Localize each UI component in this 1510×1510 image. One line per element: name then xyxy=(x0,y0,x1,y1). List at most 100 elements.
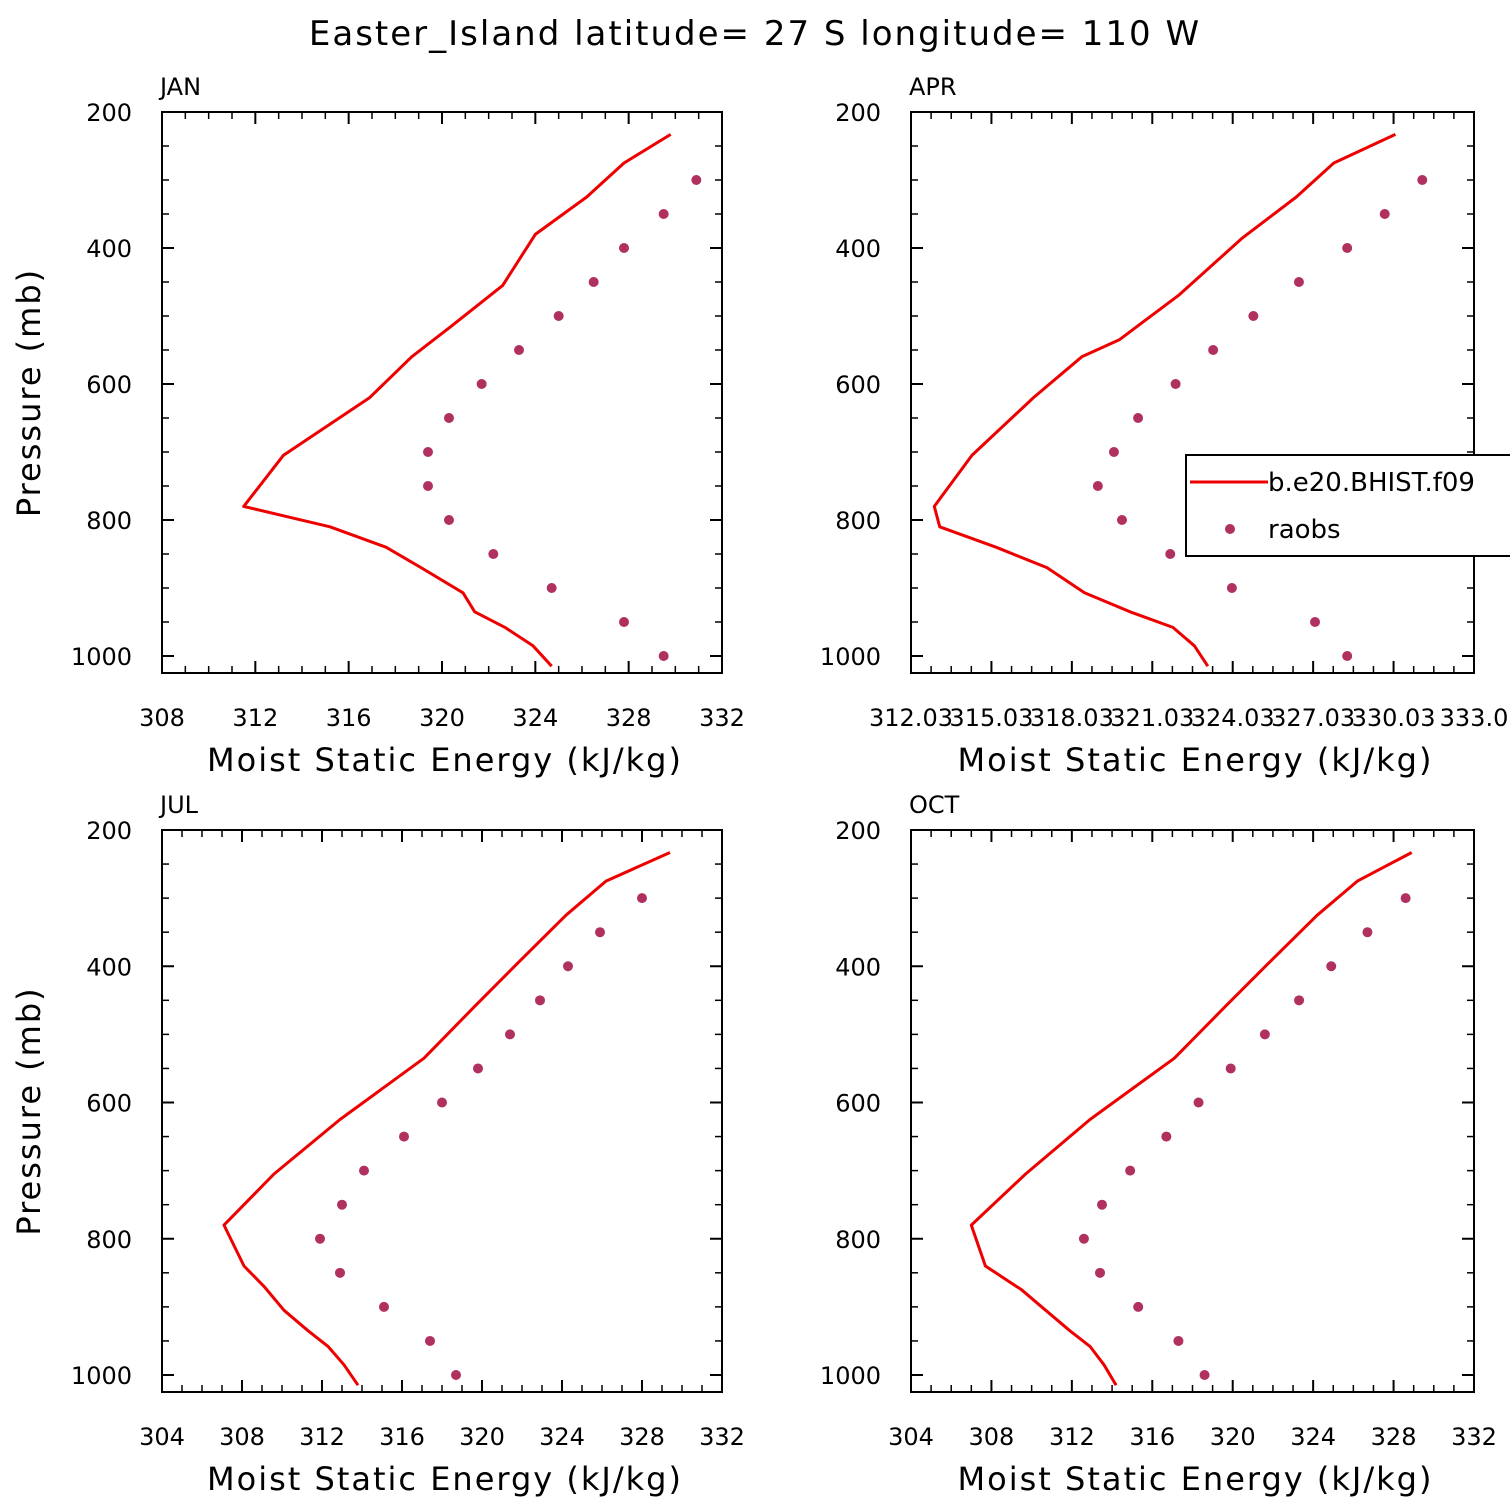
raobs-point-jan xyxy=(619,617,629,627)
x-tick-label-apr: 312.03 xyxy=(869,704,953,732)
y-tick-label-jan: 600 xyxy=(86,371,132,399)
raobs-point-jul xyxy=(359,1165,369,1176)
x-tick-label-jul: 312 xyxy=(299,1423,345,1451)
x-tick-label-jan: 316 xyxy=(326,704,372,732)
raobs-point-jul xyxy=(335,1267,345,1278)
model-line-oct xyxy=(969,851,1413,1386)
x-tick-label-jan: 332 xyxy=(699,704,745,732)
raobs-point-jul xyxy=(425,1335,435,1346)
raobs-point-oct xyxy=(1259,1029,1270,1040)
raobs-point-apr xyxy=(1293,277,1304,287)
y-axis-title-jul: Pressure (mb) xyxy=(10,986,48,1235)
x-tick-label-jul: 332 xyxy=(699,1423,745,1451)
x-tick-label-apr: 324.03 xyxy=(1191,704,1275,732)
x-tick-label-apr: 327.03 xyxy=(1271,704,1355,732)
y-tick-label-oct: 1000 xyxy=(820,1362,881,1390)
x-tick-label-oct: 312 xyxy=(1049,1423,1095,1451)
raobs-point-jan xyxy=(476,379,487,389)
x-tick-label-jul: 328 xyxy=(619,1423,665,1451)
x-tick-label-jul: 324 xyxy=(539,1423,585,1451)
raobs-point-jan xyxy=(423,481,433,491)
raobs-point-jan xyxy=(488,549,499,559)
x-tick-label-oct: 304 xyxy=(888,1423,934,1451)
y-tick-label-jul: 600 xyxy=(86,1090,132,1118)
raobs-point-jul xyxy=(315,1233,325,1244)
raobs-point-jan xyxy=(691,175,702,185)
raobs-point-oct xyxy=(1193,1097,1204,1108)
panel-label-jan: JAN xyxy=(158,73,201,101)
raobs-point-jan xyxy=(619,243,629,253)
raobs-point-oct xyxy=(1294,995,1305,1006)
x-tick-label-jul: 316 xyxy=(379,1423,425,1451)
x-tick-label-oct: 320 xyxy=(1210,1423,1256,1451)
panel-label-oct: OCT xyxy=(909,791,960,819)
raobs-point-oct xyxy=(1125,1165,1136,1176)
legend-label-raobs: raobs xyxy=(1268,515,1341,545)
panel-apr: APR 200 400 600 800 1000 312.03315.03318.03321… xyxy=(820,73,1508,779)
y-tick-label-oct: 800 xyxy=(835,1226,881,1254)
y-tick-label-apr: 800 xyxy=(835,507,881,535)
raobs-point-oct xyxy=(1225,1063,1236,1074)
raobs-point-jan xyxy=(553,311,564,321)
raobs-point-apr xyxy=(1417,175,1428,185)
x-axis-title-oct: Moist Static Energy (kJ/kg) xyxy=(958,1460,1434,1498)
plot-frame-jan xyxy=(161,111,723,674)
y-tick-label-jul: 400 xyxy=(86,953,132,981)
raobs-point-jul xyxy=(563,961,573,972)
y-tick-label-jan: 400 xyxy=(86,235,132,263)
raobs-point-apr xyxy=(1342,651,1353,661)
x-tick-label-jan: 320 xyxy=(419,704,465,732)
raobs-point-jan xyxy=(514,345,524,355)
panel-label-apr: APR xyxy=(909,73,957,101)
raobs-point-apr xyxy=(1165,549,1176,559)
x-tick-label-apr: 330.03 xyxy=(1352,704,1436,732)
x-tick-label-jul: 308 xyxy=(219,1423,265,1451)
x-tick-label-apr: 321.03 xyxy=(1110,704,1194,732)
y-tick-label-jul: 1000 xyxy=(71,1362,132,1390)
raobs-point-apr xyxy=(1116,515,1127,525)
raobs-point-apr xyxy=(1342,243,1353,253)
y-tick-label-jan: 200 xyxy=(86,99,132,127)
raobs-point-apr xyxy=(1226,583,1237,593)
y-tick-label-oct: 200 xyxy=(835,817,881,845)
raobs-point-apr xyxy=(1170,379,1181,389)
raobs-point-jan xyxy=(546,583,557,593)
raobs-point-oct xyxy=(1326,961,1337,972)
x-tick-label-jan: 308 xyxy=(139,704,185,732)
y-tick-label-apr: 200 xyxy=(835,99,881,127)
y-tick-label-apr: 400 xyxy=(835,235,881,263)
y-tick-label-oct: 600 xyxy=(835,1090,881,1118)
raobs-point-jan xyxy=(423,447,433,457)
raobs-point-jul xyxy=(379,1301,389,1312)
raobs-point-oct xyxy=(1173,1335,1184,1346)
raobs-point-jul xyxy=(451,1370,461,1380)
y-tick-label-jan: 800 xyxy=(86,507,132,535)
x-tick-label-jul: 304 xyxy=(139,1423,185,1451)
raobs-point-apr xyxy=(1310,617,1321,627)
raobs-point-jul xyxy=(595,927,605,938)
model-line-jan xyxy=(242,133,672,668)
y-tick-label-jan: 1000 xyxy=(71,643,132,671)
x-tick-label-jul: 320 xyxy=(459,1423,505,1451)
x-tick-label-jan: 312 xyxy=(232,704,278,732)
raobs-point-jan xyxy=(588,277,599,287)
x-tick-label-oct: 316 xyxy=(1129,1423,1175,1451)
model-line-jul xyxy=(222,851,671,1387)
x-axis-title-jan: Moist Static Energy (kJ/kg) xyxy=(207,741,683,779)
raobs-point-oct xyxy=(1078,1233,1089,1244)
legend-label-model: b.e20.BHIST.f09 xyxy=(1268,468,1475,498)
panel-jul: JUL 200 400 600 800 1000 304 308 312 316 320 324 328… xyxy=(10,791,745,1498)
x-tick-label-apr: 318.03 xyxy=(1030,704,1114,732)
figure-title: Easter_Island latitude= 27 S longitude= … xyxy=(309,14,1201,54)
plot-frame-jul xyxy=(161,829,723,1393)
y-tick-label-apr: 1000 xyxy=(820,643,881,671)
raobs-point-jan xyxy=(444,515,454,525)
panel-jan: JAN 200 400 600 800 1000 308 312 316 320 324 328 332… xyxy=(10,73,745,779)
y-axis-title-jan: Pressure (mb) xyxy=(10,268,48,517)
x-axis-title-jul: Moist Static Energy (kJ/kg) xyxy=(207,1460,683,1498)
x-tick-label-oct: 328 xyxy=(1371,1423,1417,1451)
plot-frame-apr xyxy=(910,111,1475,674)
raobs-point-jul xyxy=(637,893,647,904)
raobs-point-oct xyxy=(1133,1301,1144,1312)
